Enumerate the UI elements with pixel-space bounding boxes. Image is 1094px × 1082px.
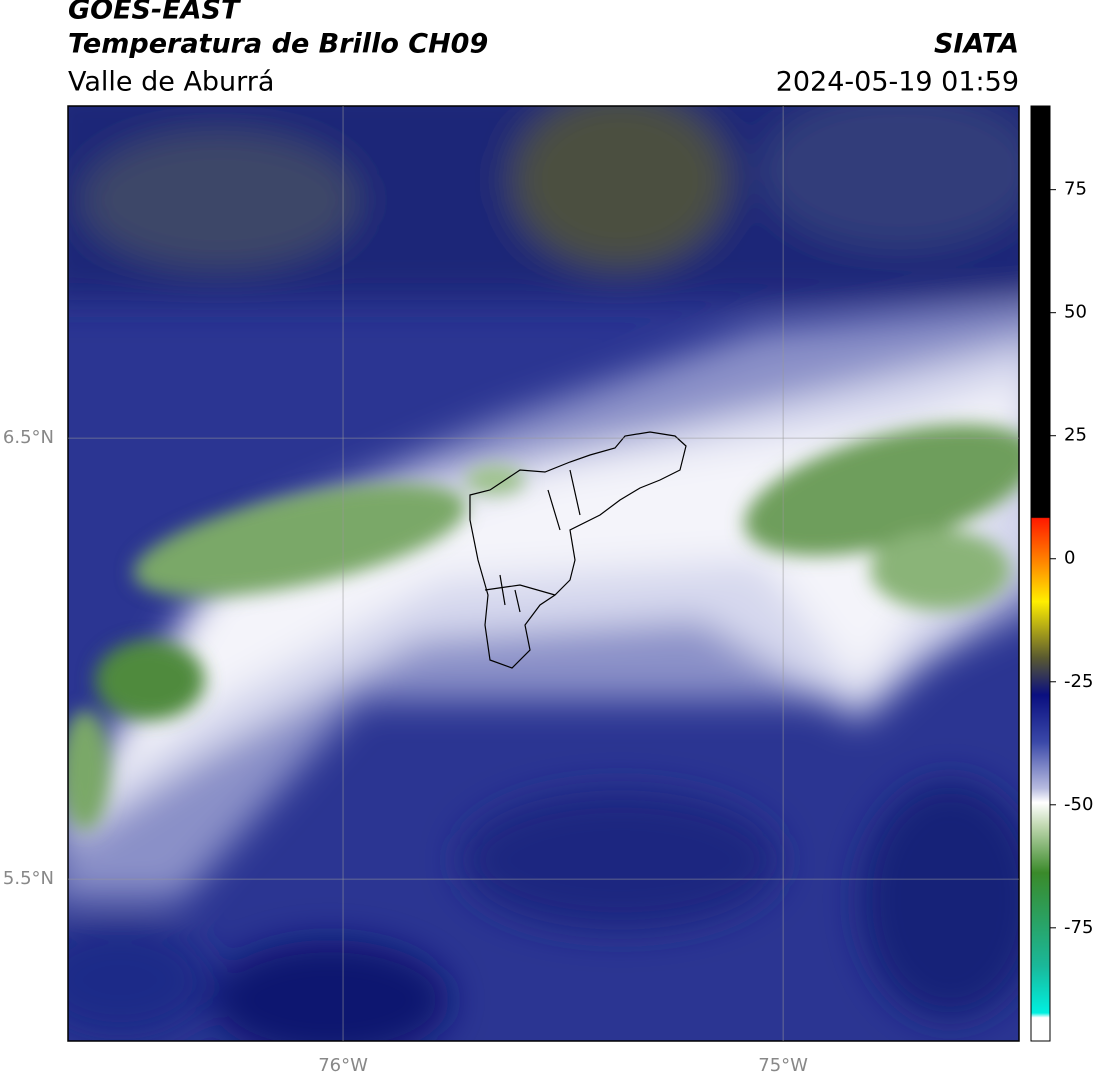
colorbar-tick-label: 50 bbox=[1064, 302, 1087, 323]
map-frame bbox=[67, 105, 1020, 1042]
colorbar-tick-label: -50 bbox=[1064, 794, 1093, 815]
satellite-image bbox=[68, 106, 1019, 1041]
x-tick-label: 75°W bbox=[758, 1055, 808, 1076]
colorbar-tick-label: 0 bbox=[1064, 548, 1075, 569]
colorbar-tick-label: 75 bbox=[1064, 179, 1087, 200]
colorbar-tick-label: -75 bbox=[1064, 917, 1093, 938]
colorbar-tick-label: 25 bbox=[1064, 425, 1087, 446]
y-tick-label: 5.5°N bbox=[3, 868, 54, 889]
basin-outline bbox=[469, 431, 687, 669]
subtitle: Temperatura de Brillo CH09 bbox=[68, 29, 488, 60]
title: GOES-EAST bbox=[68, 0, 242, 26]
x-tick-label: 76°W bbox=[318, 1055, 368, 1076]
y-tick-label: 6.5°N bbox=[3, 427, 54, 448]
datetime: 2024-05-19 01:59 bbox=[776, 67, 1019, 98]
source: SIATA bbox=[934, 29, 1019, 60]
colorbar bbox=[1030, 105, 1051, 1042]
colorbar-tick-label: -25 bbox=[1064, 671, 1093, 692]
region: Valle de Aburrá bbox=[68, 67, 274, 98]
